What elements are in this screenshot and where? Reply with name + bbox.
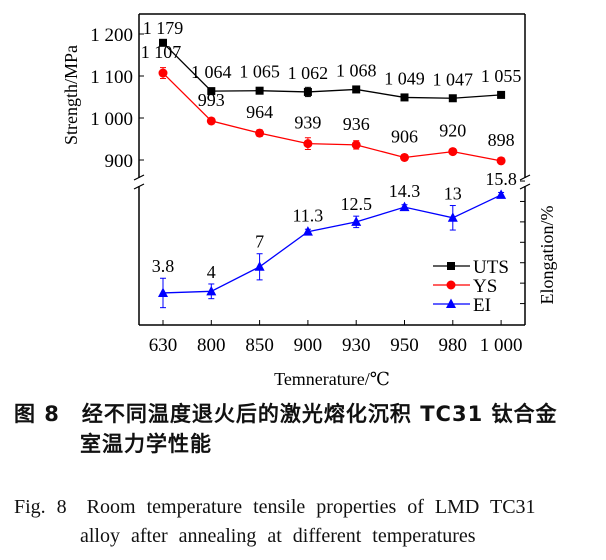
ys-point [400, 152, 409, 162]
x-axis-label: Temnerature/℃ [274, 369, 390, 389]
ei-point [496, 189, 507, 199]
ei-line [162, 194, 502, 294]
ei-point [158, 287, 168, 297]
uts-point [352, 85, 361, 94]
caption-cn-line2: 室温力学性能 [80, 432, 212, 456]
caption-cn-line1: 图 8 经不同温度退火后的激光熔化沉积 TC31 钛合金 [14, 402, 558, 426]
y-axis-label-left: Strength/MPa [61, 45, 81, 145]
x-tick-label: 900 [294, 335, 323, 356]
legend-label-uts: UTS [473, 257, 509, 278]
x-tick-label: 1 000 [480, 335, 523, 356]
ys-data-label: 920 [439, 121, 466, 141]
uts-data-label: 1 062 [288, 63, 329, 83]
ei-data-label: 13 [444, 184, 462, 204]
uts-line [162, 42, 502, 99]
ys-point [206, 116, 216, 126]
ys-data-label: 993 [198, 90, 225, 110]
ys-point [496, 156, 506, 166]
x-tick-label: 930 [342, 335, 371, 356]
x-tick-label: 980 [439, 335, 468, 356]
ei-data-label: 14.3 [389, 181, 421, 201]
axis-break-mark [519, 174, 531, 181]
uts-point [207, 87, 216, 96]
ei-data-label: 15.8 [485, 169, 517, 189]
ys-data-label: 964 [246, 102, 273, 122]
ys-point [158, 68, 168, 78]
ei-point [302, 226, 313, 236]
ys-line [162, 72, 502, 162]
uts-data-label: 1 049 [384, 68, 425, 88]
ei-data-label: 3.8 [152, 256, 175, 276]
uts-data-label: 1 068 [336, 60, 377, 80]
caption-en-line2: alloy after annealing at different tempe… [80, 525, 476, 547]
ei-data-label: 4 [207, 262, 216, 282]
uts-data-label: 1 064 [191, 62, 232, 82]
uts-point [497, 90, 506, 99]
ei-data-label: 11.3 [292, 206, 323, 226]
uts-data-label: 1 065 [239, 62, 280, 82]
uts-point [303, 87, 312, 96]
ei-data-label: 7 [255, 232, 264, 252]
axis-break-mark [133, 174, 145, 181]
x-tick-label: 950 [390, 335, 419, 356]
uts-data-label: 1 055 [481, 66, 522, 86]
y-tick-label: 1 100 [90, 67, 133, 88]
uts-point [448, 94, 457, 103]
legend-label-ei: EI [473, 295, 491, 316]
axis-break-mark [519, 183, 531, 190]
ei-data-label: 12.5 [340, 194, 372, 214]
ei-point [206, 285, 217, 296]
ys-data-label: 939 [294, 113, 321, 133]
ys-point [255, 128, 265, 138]
ys-data-label: 906 [391, 126, 418, 146]
ei-point [447, 212, 458, 222]
uts-point [255, 86, 264, 95]
x-tick-label: 800 [197, 335, 226, 356]
x-tick-label: 850 [245, 335, 274, 356]
y-tick-label: 1 000 [90, 109, 133, 130]
legend-marker-ys [446, 280, 456, 290]
ei-point [399, 201, 410, 212]
ys-data-label: 1 107 [141, 42, 182, 62]
x-tick-label: 630 [149, 335, 178, 356]
y-tick-label: 900 [105, 151, 134, 172]
uts-data-label: 1 179 [143, 18, 184, 38]
uts-point [400, 93, 409, 102]
ys-data-label: 936 [343, 114, 370, 134]
axis-break-mark [133, 183, 145, 190]
ei-point [351, 216, 362, 226]
ys-point [448, 147, 458, 157]
ys-point [303, 139, 313, 149]
uts-data-label: 1 047 [433, 69, 474, 89]
chart: 1 200 1 100 1 000 900 630 800 850 900 930 950 980 1… [61, 13, 557, 389]
legend-marker-uts [447, 262, 455, 270]
ys-point [351, 140, 361, 150]
caption-en-line1: Fig. 8 Room temperature tensile properti… [14, 496, 536, 518]
ei-point [254, 261, 265, 271]
legend-marker-ei [446, 298, 456, 308]
y-axis-label-right: Elongation/% [537, 206, 557, 305]
ys-data-label: 898 [488, 130, 515, 150]
uts-point [159, 38, 167, 47]
legend-label-ys: YS [473, 276, 497, 297]
y-tick-label: 1 200 [90, 25, 133, 46]
